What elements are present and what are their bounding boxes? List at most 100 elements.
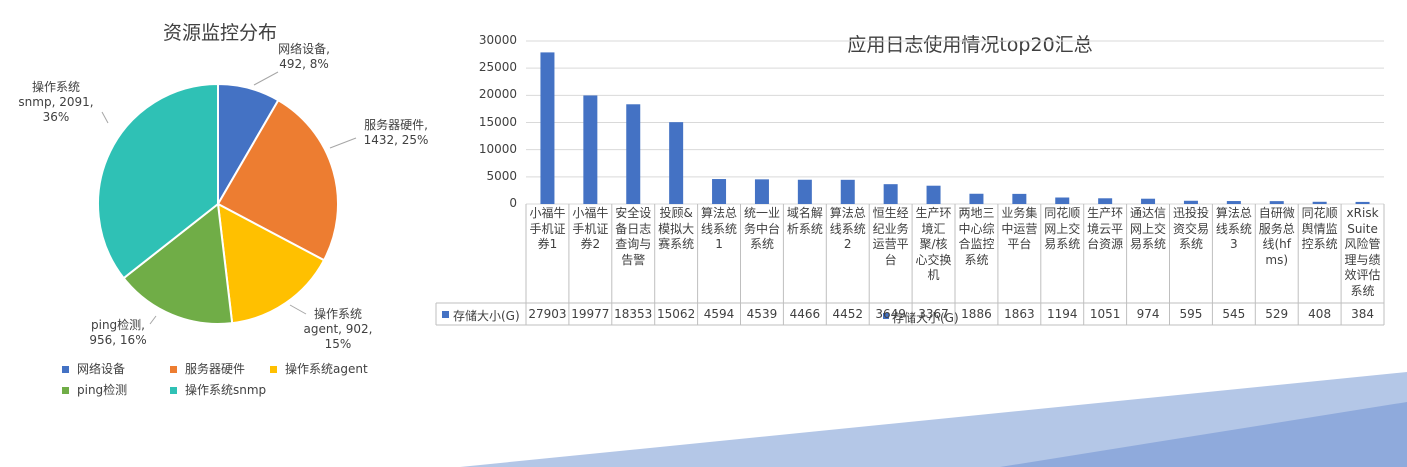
overlap-legend-swatch: [883, 313, 889, 319]
pie-label-line: 1432, 25%: [363, 133, 429, 147]
legend-label: 网络设备: [77, 362, 126, 376]
bar-chart-title: 应用日志使用情况top20汇总: [847, 34, 1093, 56]
value-label: 1194: [1046, 307, 1078, 321]
y-tick-label: 15000: [478, 114, 517, 129]
pie-slice: [97, 82, 219, 280]
series-legend-swatch: [442, 311, 449, 318]
bar: [1098, 198, 1113, 204]
bar: [797, 179, 812, 204]
value-label: 529: [1265, 307, 1289, 321]
category-label: 同花顺网上交易系统: [1044, 206, 1081, 251]
legend-label: 操作系统agent: [285, 362, 368, 376]
pie-label-line: 操作系统: [313, 307, 362, 321]
value-label: 1863: [1004, 307, 1035, 321]
pie-slice: [216, 98, 339, 262]
bar: [1355, 201, 1370, 204]
bar: [712, 179, 727, 204]
bar: [540, 52, 555, 204]
category-label: 通达信网上交易系统: [1130, 206, 1167, 251]
value-label: 4539: [746, 307, 778, 321]
category-label: 小福牛手机证券2: [572, 206, 609, 251]
pie-chart: [97, 71, 357, 325]
category-label: 小福牛手机证券1: [529, 206, 566, 251]
bar: [1183, 200, 1198, 204]
value-label: 3367: [918, 307, 949, 321]
pie-slice-label: 操作系统 snmp, 2091, 36%: [14, 80, 98, 125]
deco-triangle-dark: [1000, 402, 1407, 467]
value-label: 1886: [961, 307, 992, 321]
pie-label-line: 956, 16%: [89, 333, 147, 347]
bar: [883, 184, 898, 204]
category-label: 算法总线系统3: [1215, 206, 1252, 251]
value-label: 3649: [875, 307, 906, 321]
value-label: 18353: [614, 307, 653, 321]
legend-item: ping检测: [62, 381, 127, 398]
category-label: xRiskSuite风险管理与绩效评估系统: [1344, 206, 1381, 298]
pie-label-line: 服务器硬件,: [364, 118, 428, 132]
overlap-series-label: 存储大小(G): [892, 311, 959, 325]
y-tick-label: 0: [509, 196, 517, 210]
pie-label-line: snmp, 2091,: [18, 95, 94, 109]
legend-item: 操作系统snmp: [170, 381, 266, 398]
category-label: 算法总线系统1: [701, 206, 738, 251]
pie-label-line: 492, 8%: [279, 57, 329, 71]
category-label: 恒生经纪业务运营平台: [872, 206, 909, 267]
category-label: 两地三中心综合监控系统: [958, 206, 995, 267]
pie-leader-line: [329, 137, 357, 149]
value-label: 4594: [703, 307, 735, 321]
bar: [754, 179, 769, 204]
legend-swatch: [170, 366, 177, 373]
value-label: 384: [1351, 307, 1374, 321]
legend-swatch: [62, 366, 69, 373]
value-label: 4466: [789, 307, 821, 321]
category-label: 统一业务中台系统: [743, 206, 780, 251]
value-label: 595: [1179, 307, 1203, 321]
y-tick-label: 20000: [478, 87, 517, 102]
legend-label: ping检测: [77, 383, 128, 397]
series-name: 存储大小(G): [453, 309, 520, 323]
value-label: 4452: [832, 307, 864, 321]
pie-slice-label: 网络设备, 492, 8%: [272, 42, 336, 72]
pie-label-line: 15%: [324, 337, 352, 351]
pie-label-line: 网络设备,: [278, 42, 330, 56]
legend-swatch: [270, 366, 277, 373]
pie-leader-line: [101, 111, 109, 124]
pie-label-line: 36%: [42, 110, 70, 124]
value-label: 408: [1308, 307, 1332, 321]
pie-slice: [216, 202, 326, 325]
legend-swatch: [62, 387, 69, 394]
value-label: 15062: [657, 307, 696, 321]
bar: [1141, 198, 1156, 204]
bar: [1055, 197, 1070, 204]
category-label: 迅投投资交易系统: [1172, 206, 1209, 251]
pie-slice-label: 服务器硬件, 1432, 25%: [356, 118, 436, 148]
pie-leader-line: [149, 315, 157, 325]
pie-label-line: agent, 902,: [303, 322, 373, 336]
bar: [1269, 201, 1284, 204]
pie-leader-line: [253, 71, 279, 86]
category-label: 自研微服务总线(hfms): [1258, 206, 1295, 267]
bar: [840, 179, 855, 204]
bar: [626, 104, 641, 204]
y-tick-label: 10000: [478, 141, 517, 156]
legend-item: 操作系统agent: [270, 360, 368, 377]
bar: [926, 185, 941, 204]
legend-label: 服务器硬件: [185, 362, 246, 376]
pie-slice-label: 操作系统 agent, 902, 15%: [300, 307, 376, 352]
category-label: 业务集中运营平台: [1001, 206, 1038, 251]
value-label: 974: [1136, 307, 1160, 321]
value-label: 27903: [528, 307, 567, 321]
bar: [1312, 201, 1327, 204]
pie-label-line: 操作系统: [31, 80, 80, 94]
category-label: 安全设备日志查询与告警: [615, 206, 652, 267]
bar: [669, 122, 684, 204]
value-label: 545: [1222, 307, 1246, 321]
pie-slice: [122, 202, 234, 325]
bar: [1226, 201, 1241, 204]
pie-leader-line: [289, 304, 307, 315]
bar-chart: [435, 40, 1385, 326]
category-label: 生产环境云平台资源: [1087, 206, 1124, 251]
y-tick-label: 5000: [486, 168, 517, 183]
value-label: 19977: [571, 307, 610, 321]
